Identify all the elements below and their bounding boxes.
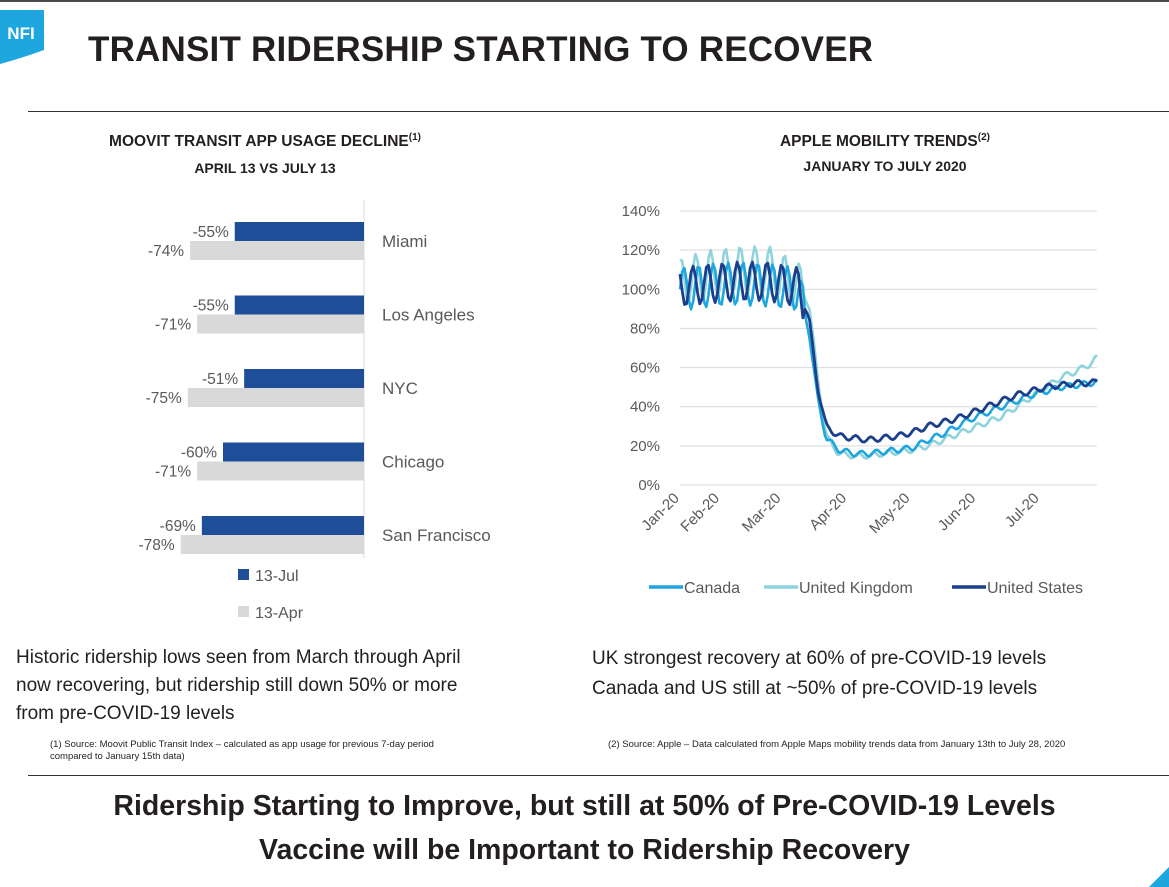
series-line-uk	[679, 245, 1098, 460]
bar-13-apr	[197, 314, 364, 334]
moovit-bar-chart: -55%-74%Miami-55%-71%Los Angeles-51%-75%…	[139, 200, 491, 622]
y-tick-label: 100%	[622, 281, 660, 298]
bar-label-13-jul: -60%	[181, 445, 217, 462]
y-tick-label: 120%	[622, 242, 660, 259]
bar-13-jul	[234, 295, 364, 315]
bar-category-label: Los Angeles	[382, 306, 475, 325]
bar-category-label: Miami	[382, 232, 427, 251]
x-tick-label: Jun-20	[935, 490, 979, 534]
legend-swatch	[238, 606, 249, 617]
y-tick-label: 40%	[630, 399, 660, 416]
corner-accent-shape	[1149, 867, 1169, 887]
apple-heading-text: APPLE MOBILITY TRENDS	[779, 133, 978, 150]
legend-label: Canada	[684, 580, 740, 597]
moovit-heading-text: MOOVIT TRANSIT APP USAGE DECLINE	[109, 133, 409, 150]
legend-label: United States	[987, 580, 1083, 597]
moovit-heading: MOOVIT TRANSIT APP USAGE DECLINE(1)	[0, 131, 530, 153]
bar-label-13-apr: -71%	[155, 464, 191, 481]
left-footnote: (1) Source: Moovit Public Transit Index …	[50, 739, 570, 763]
y-tick-label: 80%	[630, 320, 660, 337]
nfi-logo: NFI	[0, 10, 44, 64]
left-footnote-line: compared to January 15th data)	[50, 751, 185, 762]
y-tick-label: 0%	[638, 477, 660, 494]
moovit-subheading: APRIL 13 VS JULY 13	[194, 160, 336, 176]
header-rule	[28, 111, 1169, 112]
bar-label-13-apr: -75%	[146, 390, 182, 407]
series-line-us	[678, 260, 1098, 444]
left-body-line: now recovering, but ridership still down…	[16, 675, 458, 696]
left-footnote-line: (1) Source: Moovit Public Transit Index …	[50, 739, 434, 750]
left-body-text: Historic ridership lows seen from March …	[16, 644, 576, 728]
top-rule	[0, 0, 1169, 2]
left-body-line: from pre-COVID-19 levels	[16, 703, 235, 724]
y-tick-label: 20%	[630, 438, 660, 455]
right-body-line: UK strongest recovery at 60% of pre-COVI…	[592, 648, 1047, 669]
bar-label-13-jul: -55%	[193, 224, 229, 241]
bar-13-apr	[197, 461, 364, 481]
x-tick-label: Jul-20	[1002, 490, 1043, 531]
moovit-heading-note: (1)	[408, 132, 421, 143]
x-tick-label: May-20	[866, 490, 913, 537]
bar-13-jul	[244, 369, 364, 388]
bar-label-13-jul: -69%	[160, 518, 196, 535]
bar-13-apr	[180, 535, 364, 554]
legend-swatch	[238, 569, 249, 580]
footer-rule	[28, 775, 1169, 776]
bar-category-label: San Francisco	[382, 526, 491, 545]
bar-label-13-apr: -74%	[148, 243, 184, 260]
bar-label-13-jul: -51%	[202, 371, 238, 388]
apple-subheading: JANUARY TO JULY 2020	[803, 158, 967, 174]
legend-label: United Kingdom	[799, 580, 913, 597]
nfi-logo-badge	[0, 10, 44, 64]
bar-category-label: Chicago	[382, 453, 444, 472]
left-body-line: Historic ridership lows seen from March …	[16, 647, 461, 668]
bar-13-jul	[223, 442, 364, 462]
right-body-line: Canada and US still at ~50% of pre-COVID…	[592, 678, 1038, 699]
bar-label-13-apr: -71%	[155, 317, 191, 334]
bar-label-13-jul: -55%	[193, 298, 229, 315]
bar-category-label: NYC	[382, 379, 418, 398]
right-body-text: UK strongest recovery at 60% of pre-COVI…	[592, 644, 1162, 704]
bar-13-apr	[187, 388, 364, 407]
bar-13-jul	[234, 222, 364, 241]
legend-label: 13-Apr	[255, 605, 304, 622]
y-tick-label: 60%	[630, 360, 660, 377]
apple-heading-note: (2)	[977, 132, 991, 143]
page-title: TRANSIT RIDERSHIP STARTING TO RECOVER	[88, 30, 874, 69]
nfi-logo-text: NFI	[7, 24, 34, 43]
right-footnote: (2) Source: Apple – Data calculated from…	[608, 739, 1066, 750]
legend-label: 13-Jul	[255, 568, 299, 585]
bar-13-jul	[201, 516, 364, 535]
x-tick-label: Mar-20	[739, 490, 785, 536]
x-tick-label: Jan-20	[638, 490, 682, 534]
conclusion-line-2: Vaccine will be Important to Ridership R…	[259, 834, 910, 866]
bar-label-13-apr: -78%	[139, 537, 175, 554]
x-tick-label: Feb-20	[677, 490, 723, 536]
x-tick-label: Apr-20	[806, 490, 850, 534]
conclusion-line-1: Ridership Starting to Improve, but still…	[113, 790, 1056, 822]
bar-13-apr	[190, 241, 364, 260]
apple-heading: APPLE MOBILITY TRENDS(2)	[600, 131, 1169, 153]
corner-accent	[1149, 867, 1169, 887]
y-tick-label: 140%	[622, 203, 660, 220]
bar-layer: -55%-74%Miami-55%-71%Los Angeles-51%-75%…	[139, 200, 491, 622]
